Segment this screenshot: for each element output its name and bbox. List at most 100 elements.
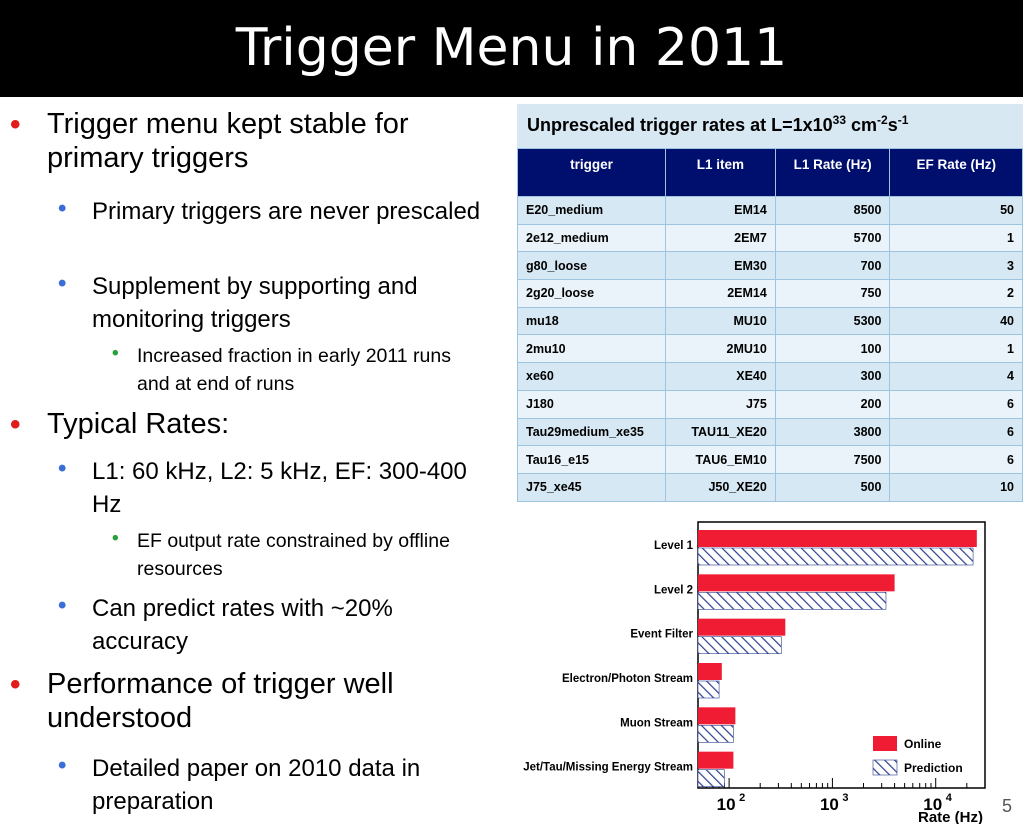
header-trigger: trigger xyxy=(517,148,666,197)
legend-swatch-prediction xyxy=(872,759,898,776)
cell-l1-rate: 200 xyxy=(774,389,891,419)
x-tick-label: 10 xyxy=(923,795,942,814)
bar-online xyxy=(698,663,722,680)
category-label: Jet/Tau/Missing Energy Stream xyxy=(523,762,693,774)
caption-lumi-exponent: 33 xyxy=(832,113,846,127)
cell-l1-rate: 5700 xyxy=(774,223,891,253)
bullet-marker: • xyxy=(58,455,67,482)
cell-trigger: J75_xe45 xyxy=(517,472,666,502)
bullet-text: Increased fraction in early 2011 runs an… xyxy=(137,345,451,395)
bullet-marker: • xyxy=(112,528,119,549)
bar-prediction xyxy=(697,636,782,654)
bar-online xyxy=(698,574,895,592)
category-label: Event Filter xyxy=(630,629,693,641)
bullet-marker: • xyxy=(58,195,67,222)
cell-trigger: J180 xyxy=(517,389,666,419)
cell-l1-item: TAU6_EM10 xyxy=(664,445,776,474)
bar-online xyxy=(698,707,736,725)
cell-ef-rate: 40 xyxy=(889,306,1023,336)
bullet-text: Trigger menu kept stable for primary tri… xyxy=(47,108,409,174)
bar-online xyxy=(698,618,786,636)
bar-online xyxy=(698,751,734,769)
cell-ef-rate: 3 xyxy=(889,251,1023,281)
bullet-text: Detailed paper on 2010 data in preparati… xyxy=(92,755,421,816)
table-row: g80_loose EM30 700 3 xyxy=(517,251,1023,281)
x-tick-exponent: 3 xyxy=(842,792,848,804)
bullet-text: Performance of trigger well understood xyxy=(47,668,394,734)
cell-l1-rate: 5300 xyxy=(774,306,891,336)
cell-trigger: Tau29medium_xe35 xyxy=(517,417,666,447)
bullet-marker: • xyxy=(10,668,21,701)
bullet-marker: • xyxy=(10,408,21,441)
cell-l1-item: EM14 xyxy=(664,196,776,225)
bullet-text: Supplement by supporting and monitoring … xyxy=(92,273,418,334)
bullet-marker: • xyxy=(10,108,21,141)
cell-l1-item: 2MU10 xyxy=(664,334,776,364)
cell-ef-rate: 4 xyxy=(889,362,1023,391)
legend-label-online: Online xyxy=(904,737,942,751)
cell-ef-rate: 1 xyxy=(889,334,1023,364)
caption-s-exponent: -1 xyxy=(897,113,909,127)
cell-l1-rate: 300 xyxy=(774,362,891,391)
bar-prediction xyxy=(697,769,725,787)
cell-l1-item: 2EM14 xyxy=(664,279,776,308)
chart-plot-area: Level 1 Level 2 Event Filter Electron/Photo… xyxy=(523,521,986,824)
x-tick-label: 10 xyxy=(820,795,839,814)
table-row: 2e12_medium 2EM7 5700 1 xyxy=(517,223,1023,253)
table-row: xe60 XE40 300 4 xyxy=(517,362,1023,391)
cell-l1-item: J50_XE20 xyxy=(664,472,776,502)
x-tick-label: 10 xyxy=(717,795,736,814)
cell-l1-rate: 8500 xyxy=(774,196,891,225)
cell-l1-rate: 7500 xyxy=(774,445,891,474)
caption-prefix: Unprescaled trigger rates at L=1x10 xyxy=(527,115,833,135)
bullet-text: L1: 60 kHz, L2: 5 kHz, EF: 300-400 Hz xyxy=(92,458,467,519)
slide-number: 5 xyxy=(1002,796,1013,816)
bullet-marker: • xyxy=(58,592,67,619)
cell-ef-rate: 6 xyxy=(889,445,1023,474)
table-row: 2g20_loose 2EM14 750 2 xyxy=(517,279,1023,308)
bullet-text: Primary triggers are never prescaled xyxy=(92,198,481,225)
cell-l1-rate: 3800 xyxy=(774,417,891,447)
category-label: Muon Stream xyxy=(620,717,693,729)
table-row: J180 J75 200 6 xyxy=(517,389,1023,419)
bullet-marker: • xyxy=(58,270,67,297)
cell-trigger: Tau16_e15 xyxy=(517,445,666,474)
bullet-text: Can predict rates with ~20% accuracy xyxy=(92,595,393,656)
trigger-rates-table: trigger L1 item L1 Rate (Hz) EF Rate (Hz… xyxy=(517,148,1023,502)
rate-chart: Level 1 Level 2 Event Filter Electron/Photo… xyxy=(523,521,986,824)
bullet-text: Typical Rates: xyxy=(47,408,230,440)
cell-l1-item: TAU11_XE20 xyxy=(664,417,776,447)
table-row: 2mu10 2MU10 100 1 xyxy=(517,334,1023,364)
bullet-text: EF output rate constrained by offline re… xyxy=(137,530,450,580)
table-body: E20_medium EM14 8500 50 2e12_medium 2EM7 5700 1… xyxy=(517,196,1023,502)
cell-trigger: 2g20_loose xyxy=(517,279,666,308)
bar-prediction xyxy=(697,592,887,610)
cell-trigger: g80_loose xyxy=(517,251,666,281)
header-l1-item: L1 item xyxy=(664,148,776,197)
legend-label-prediction: Prediction xyxy=(904,761,963,775)
cell-l1-rate: 100 xyxy=(774,334,891,364)
cell-l1-item: XE40 xyxy=(664,362,776,391)
cell-l1-rate: 500 xyxy=(774,472,891,502)
x-tick-exponent: 2 xyxy=(739,792,745,804)
header-l1-rate: L1 Rate (Hz) xyxy=(774,148,891,197)
plot-frame xyxy=(697,521,986,789)
category-label: Level 2 xyxy=(654,584,693,596)
header-ef-rate: EF Rate (Hz) xyxy=(889,148,1023,197)
cell-ef-rate: 6 xyxy=(889,417,1023,447)
cell-ef-rate: 6 xyxy=(889,389,1023,419)
table-row: E20_medium EM14 8500 50 xyxy=(517,196,1023,225)
caption-unit-s: s xyxy=(887,115,898,135)
bar-online xyxy=(698,530,977,547)
table-row: mu18 MU10 5300 40 xyxy=(517,306,1023,336)
cell-l1-item: MU10 xyxy=(664,306,776,336)
cell-ef-rate: 10 xyxy=(889,472,1023,502)
x-axis-label: Rate (Hz) xyxy=(918,809,983,824)
table-header-row: trigger L1 item L1 Rate (Hz) EF Rate (Hz… xyxy=(517,148,1023,197)
x-tick-exponent: 4 xyxy=(946,792,953,804)
legend-swatch-online xyxy=(873,736,897,751)
bar-prediction xyxy=(697,547,974,566)
cell-trigger: xe60 xyxy=(517,362,666,391)
cell-trigger: E20_medium xyxy=(517,196,666,225)
category-label: Electron/Photon Stream xyxy=(562,673,693,685)
